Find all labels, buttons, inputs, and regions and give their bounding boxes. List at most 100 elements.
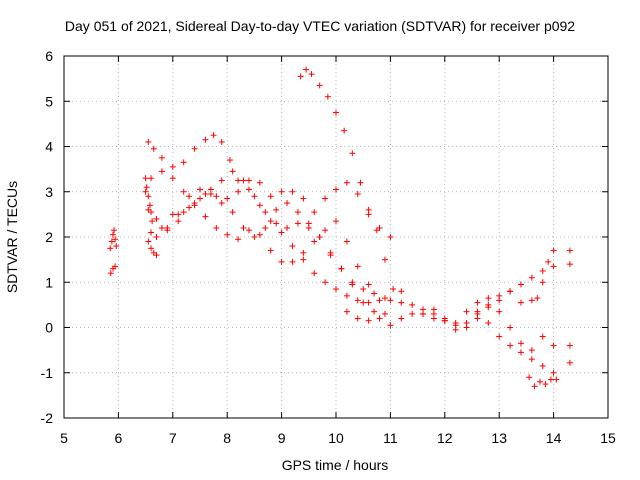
data-point bbox=[360, 299, 367, 306]
series-track-e bbox=[148, 177, 394, 240]
data-point bbox=[169, 163, 176, 170]
data-point bbox=[305, 220, 312, 227]
data-point bbox=[496, 292, 503, 299]
data-point bbox=[112, 263, 119, 270]
series-track-d bbox=[153, 186, 388, 317]
x-tick-label: 10 bbox=[328, 430, 344, 446]
y-tick-label: 2 bbox=[45, 229, 53, 245]
data-point bbox=[526, 374, 533, 381]
series-track-b bbox=[148, 168, 383, 304]
data-point bbox=[349, 150, 356, 157]
data-point bbox=[108, 238, 115, 245]
data-point bbox=[142, 188, 149, 195]
y-tick-label: 0 bbox=[45, 320, 53, 336]
data-point bbox=[566, 261, 573, 268]
data-point bbox=[409, 310, 416, 317]
data-point bbox=[517, 340, 524, 347]
data-point bbox=[430, 306, 437, 313]
y-tick-label: 5 bbox=[45, 93, 53, 109]
data-point bbox=[256, 179, 263, 186]
data-point bbox=[153, 234, 160, 240]
data-point bbox=[202, 191, 209, 198]
series-track-j bbox=[474, 247, 557, 315]
data-point bbox=[507, 324, 514, 331]
data-point bbox=[235, 188, 242, 195]
data-point bbox=[452, 319, 459, 326]
data-point bbox=[539, 279, 546, 286]
data-point bbox=[107, 270, 114, 277]
data-point bbox=[354, 263, 361, 270]
data-point bbox=[164, 227, 171, 234]
data-point bbox=[324, 93, 331, 100]
data-point bbox=[300, 249, 307, 256]
data-point bbox=[218, 177, 225, 184]
data-point bbox=[387, 322, 394, 329]
data-point bbox=[267, 247, 274, 254]
data-point bbox=[409, 301, 416, 308]
data-point bbox=[235, 177, 242, 184]
data-point bbox=[284, 200, 291, 207]
series-track-a bbox=[145, 132, 372, 306]
data-point bbox=[550, 369, 557, 376]
data-point bbox=[113, 243, 120, 250]
data-point bbox=[158, 154, 165, 161]
data-point bbox=[180, 209, 187, 216]
data-point bbox=[539, 267, 546, 274]
data-point bbox=[186, 204, 193, 211]
data-point bbox=[202, 136, 209, 143]
data-point bbox=[507, 342, 514, 349]
data-point bbox=[474, 308, 481, 315]
data-point bbox=[485, 301, 492, 308]
data-point bbox=[381, 310, 388, 317]
data-point bbox=[256, 231, 263, 238]
data-point bbox=[145, 138, 152, 145]
data-point bbox=[112, 236, 119, 243]
data-point bbox=[474, 315, 481, 322]
data-point bbox=[528, 274, 535, 281]
data-point bbox=[316, 234, 323, 240]
data-point bbox=[441, 315, 448, 322]
data-point bbox=[278, 188, 285, 195]
data-point bbox=[387, 234, 394, 240]
data-point bbox=[197, 186, 203, 193]
x-axis-label: GPS time / hours bbox=[282, 457, 389, 473]
data-point bbox=[297, 73, 304, 80]
data-point bbox=[218, 138, 225, 145]
data-point bbox=[566, 342, 573, 349]
data-point bbox=[278, 258, 285, 265]
y-tick-label: 6 bbox=[45, 48, 53, 64]
data-point bbox=[566, 247, 573, 254]
data-point bbox=[463, 308, 470, 315]
data-point bbox=[354, 315, 361, 322]
data-point bbox=[311, 270, 318, 277]
data-point bbox=[550, 342, 557, 349]
data-point bbox=[213, 224, 220, 231]
data-point bbox=[186, 193, 193, 200]
data-point bbox=[284, 224, 291, 231]
data-point bbox=[338, 265, 345, 272]
x-tick-label: 9 bbox=[278, 430, 286, 446]
data-point bbox=[333, 186, 339, 193]
data-point bbox=[150, 145, 157, 152]
data-point bbox=[267, 193, 274, 200]
data-point bbox=[175, 218, 182, 225]
series-isolated-late bbox=[566, 247, 573, 366]
data-point bbox=[566, 359, 573, 366]
data-point bbox=[539, 333, 546, 340]
data-point bbox=[169, 175, 176, 182]
data-point bbox=[289, 258, 296, 265]
data-point bbox=[245, 227, 252, 234]
data-point bbox=[273, 206, 280, 213]
data-point bbox=[262, 224, 269, 231]
data-point bbox=[381, 295, 388, 302]
data-point bbox=[485, 295, 492, 302]
data-point bbox=[534, 295, 541, 302]
data-point bbox=[111, 227, 118, 234]
data-point bbox=[149, 218, 156, 225]
data-point bbox=[322, 227, 329, 234]
data-point bbox=[273, 220, 280, 227]
x-tick-label: 7 bbox=[169, 430, 177, 446]
data-point bbox=[289, 188, 296, 195]
data-point bbox=[531, 383, 538, 390]
data-point bbox=[452, 326, 459, 333]
